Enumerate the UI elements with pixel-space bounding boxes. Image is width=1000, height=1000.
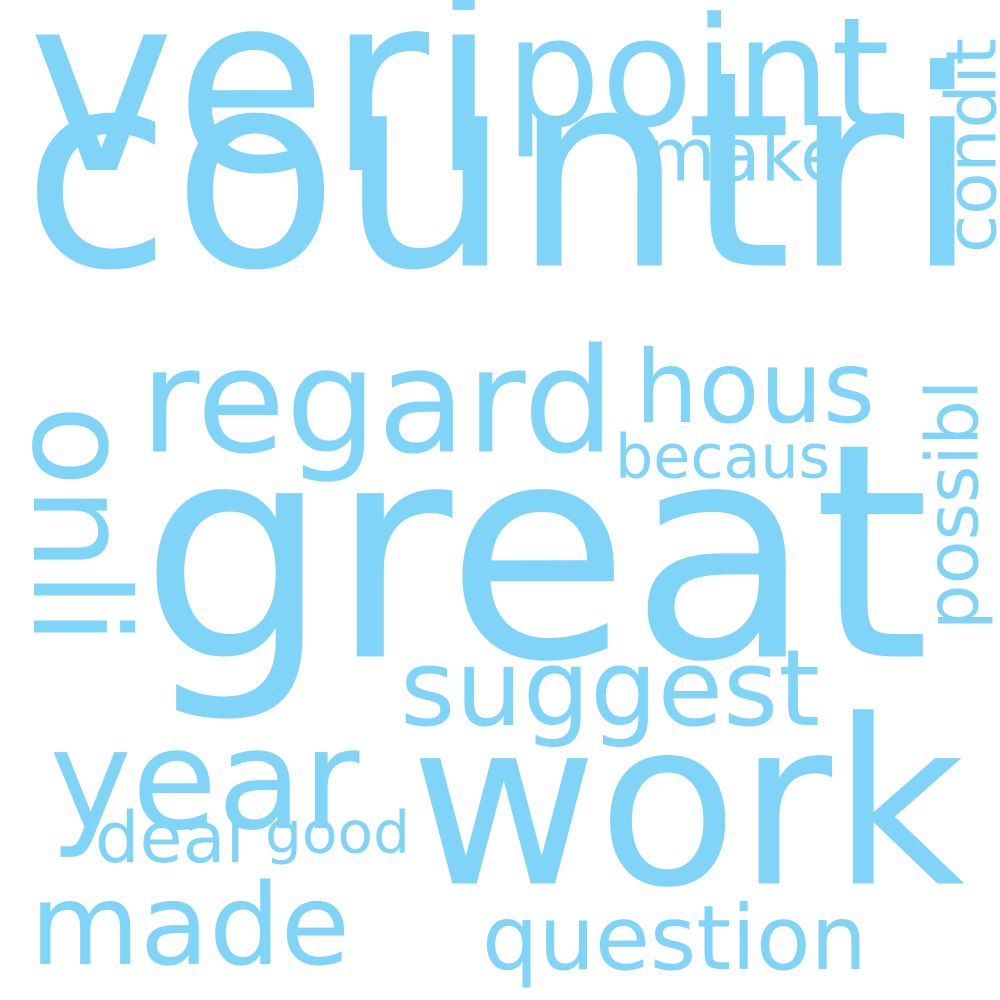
word-question: question	[482, 887, 867, 991]
word-made: made	[30, 859, 350, 991]
word-hous: hous	[635, 329, 875, 446]
word-condit: condit	[933, 38, 1000, 253]
word-great: great	[140, 381, 930, 728]
word-possibl: possibl	[911, 380, 995, 630]
word-suggest: suggest	[400, 627, 820, 751]
word-countri: countri	[22, 14, 980, 331]
word-becaus: becaus	[615, 423, 830, 493]
word-work: work	[410, 672, 965, 939]
word-onli: onli	[2, 405, 157, 645]
word-good: good	[265, 799, 410, 867]
word-make: make	[645, 114, 845, 199]
word-regard: regard	[140, 319, 615, 487]
word-year: year	[50, 699, 361, 861]
word-veri: veri	[28, 0, 498, 229]
word-deal: deal	[95, 797, 245, 879]
word-point: point	[505, 0, 890, 161]
